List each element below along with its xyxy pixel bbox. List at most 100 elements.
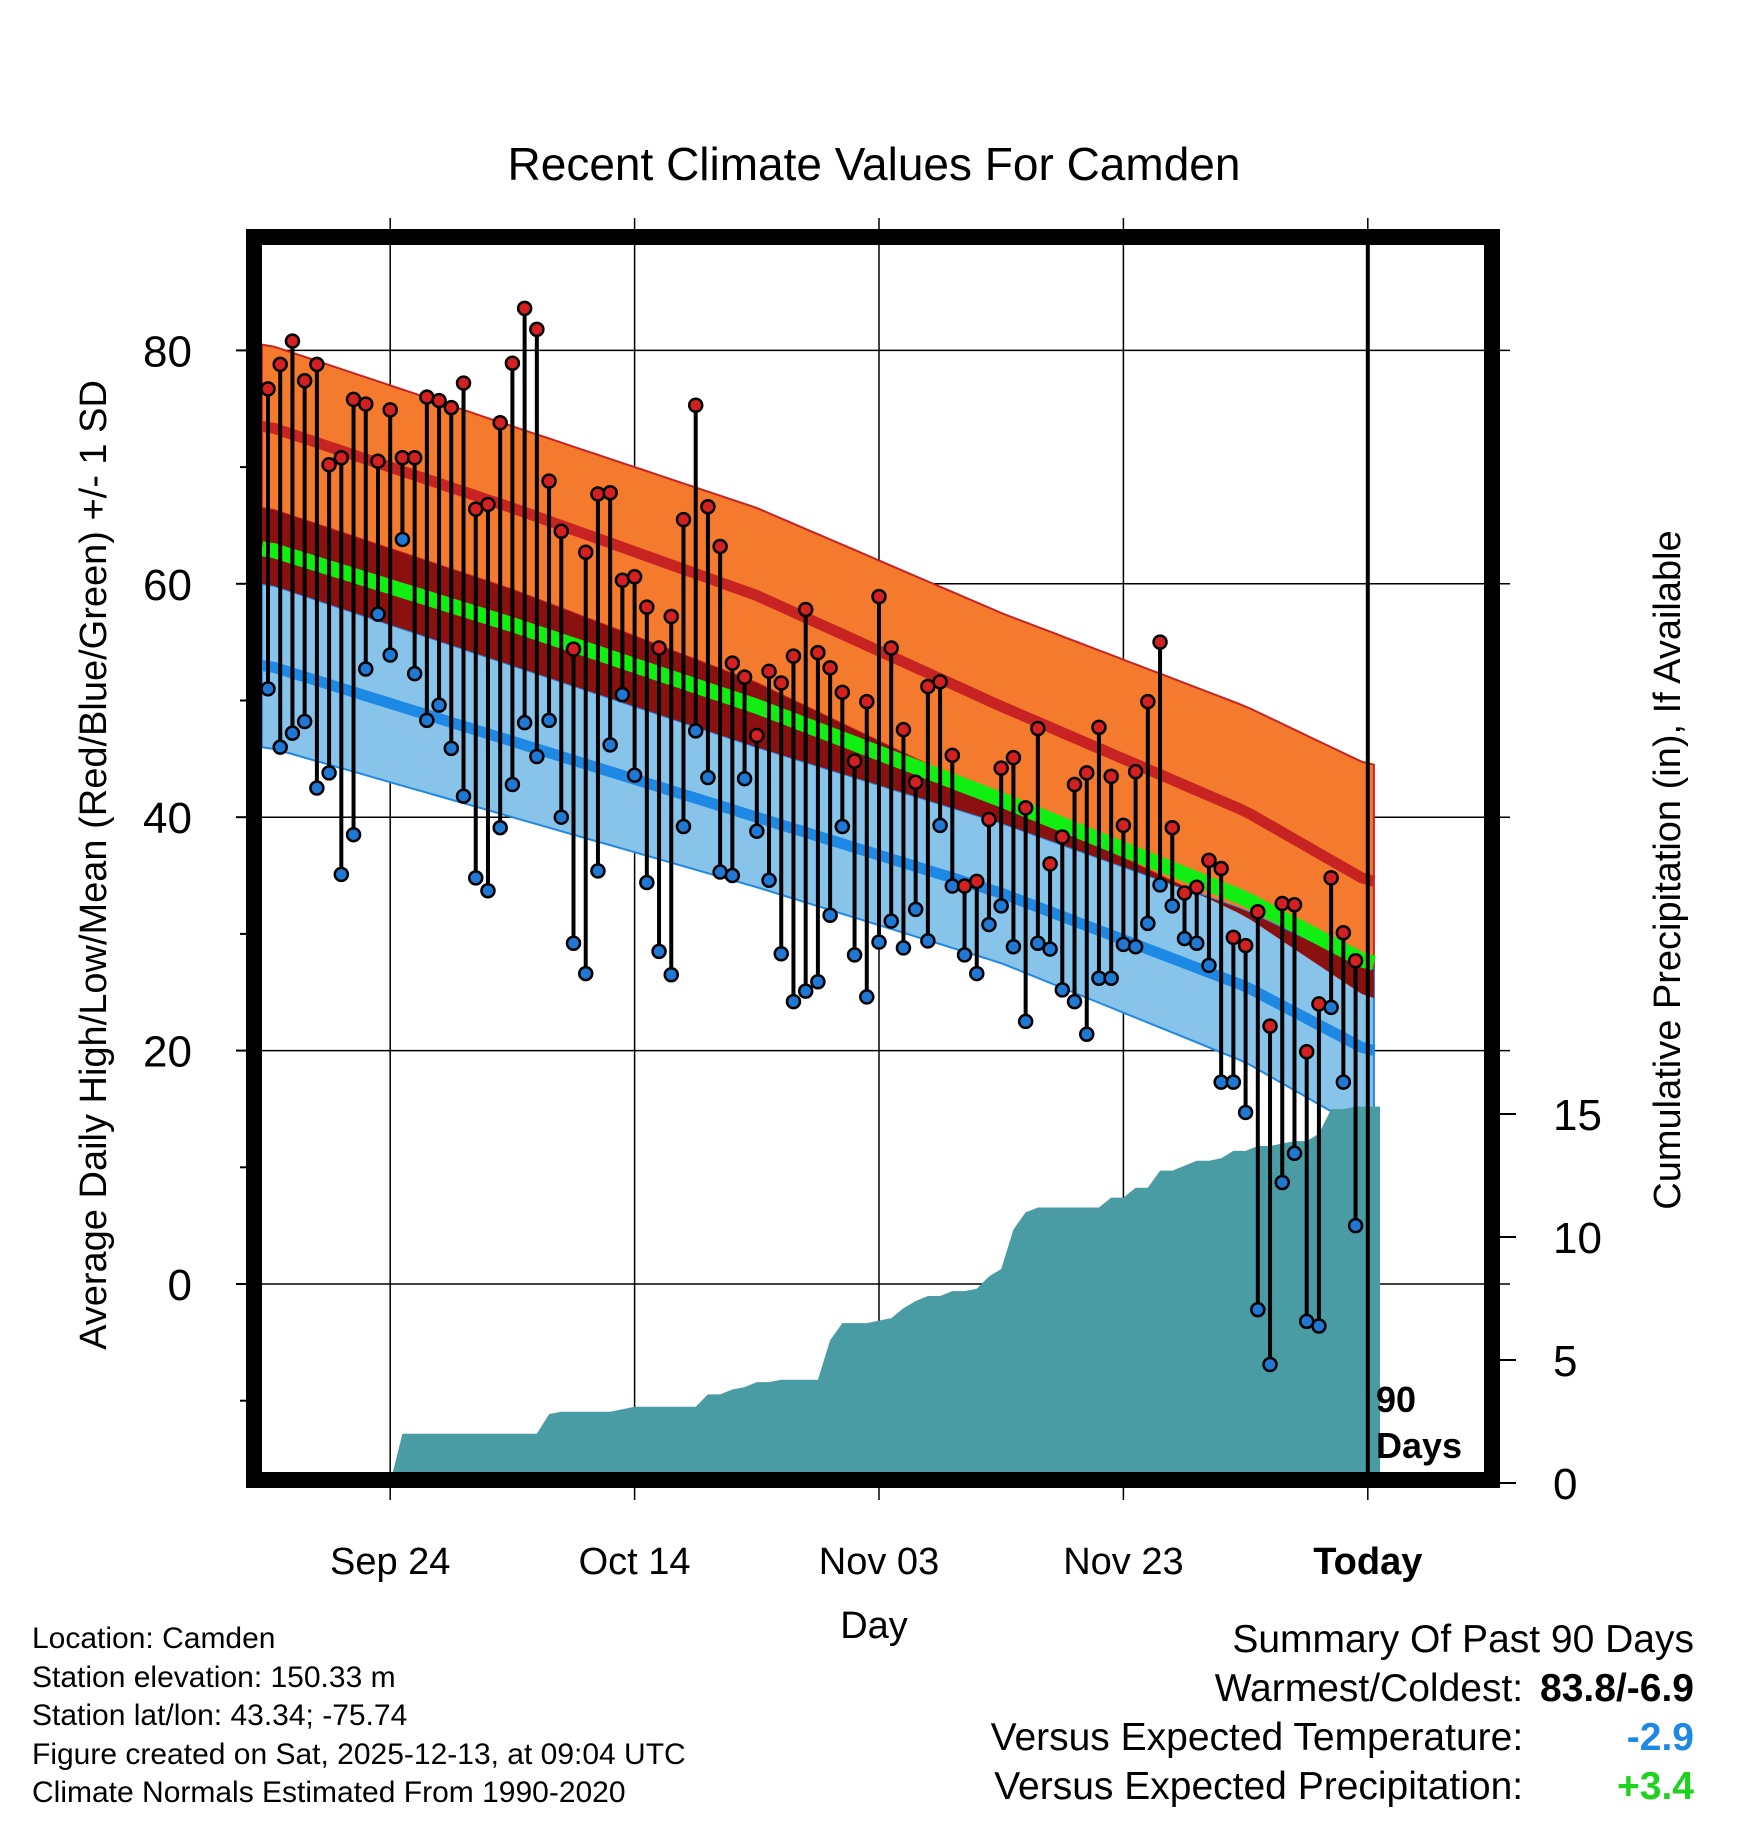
low-point <box>1335 1074 1352 1090</box>
low-point <box>1103 970 1119 986</box>
low-point <box>773 945 789 962</box>
high-point <box>822 660 838 676</box>
high-point <box>1262 1018 1278 1034</box>
high-point <box>1347 952 1364 969</box>
summary-temp-row: Versus Expected Temperature: -2.9 <box>991 1713 1694 1762</box>
temp-value: -2.9 <box>1626 1716 1694 1759</box>
high-point <box>431 392 447 409</box>
high-point <box>1066 776 1083 793</box>
low-point <box>932 817 948 834</box>
summary-warmest-row: Warmest/Coldest: 83.8/-6.9 <box>991 1664 1694 1713</box>
high-point <box>1274 895 1291 912</box>
x-axis-label: Day <box>840 1605 908 1647</box>
low-point <box>1140 915 1156 932</box>
high-point <box>639 599 655 615</box>
high-point <box>443 399 460 416</box>
high-point <box>1213 860 1229 877</box>
latlon-text: Station lat/lon: 43.34; -75.74 <box>32 1699 408 1732</box>
low-point <box>467 870 484 886</box>
low-point <box>284 725 301 741</box>
low-point <box>272 739 288 755</box>
x-tick-label: Oct 14 <box>579 1541 691 1583</box>
low-point <box>541 712 557 729</box>
high-point <box>1176 885 1193 901</box>
high-point <box>1225 929 1242 946</box>
high-point <box>590 486 606 502</box>
low-point <box>419 712 435 729</box>
high-point <box>1042 856 1058 872</box>
high-point <box>296 372 313 389</box>
low-point <box>1164 898 1181 914</box>
high-point <box>1127 763 1144 780</box>
high-point <box>1152 634 1168 650</box>
low-point <box>1274 1174 1291 1191</box>
low-point <box>602 737 618 753</box>
precip-value: +3.4 <box>1617 1765 1694 1808</box>
high-point <box>944 747 961 764</box>
high-point <box>1250 903 1266 920</box>
high-point <box>529 321 545 338</box>
created-text: Figure created on Sat, 2025-12-13, at 09… <box>32 1737 686 1771</box>
high-point <box>370 453 386 470</box>
low-point <box>529 748 545 765</box>
high-point <box>284 333 301 349</box>
high-point <box>871 588 887 605</box>
low-point <box>1017 1013 1034 1030</box>
high-point <box>1078 765 1095 781</box>
high-point <box>1017 800 1034 816</box>
low-point <box>1237 1104 1254 1121</box>
high-point <box>626 569 643 585</box>
low-point <box>1127 938 1144 955</box>
high-point <box>309 356 325 373</box>
chart-title: Recent Climate Values For Camden <box>508 138 1241 190</box>
low-point <box>1152 877 1168 893</box>
low-point <box>1078 1026 1095 1043</box>
high-point <box>1030 720 1046 737</box>
low-point <box>871 934 887 950</box>
high-point <box>553 523 570 540</box>
low-point <box>981 916 997 933</box>
low-point <box>406 665 423 682</box>
high-point <box>504 355 521 371</box>
low-point <box>626 767 643 783</box>
high-point <box>712 538 728 555</box>
high-point <box>785 648 802 664</box>
low-point <box>443 740 460 757</box>
y2-tick-label: 5 <box>1553 1337 1577 1386</box>
low-point <box>797 983 814 999</box>
high-point <box>736 669 753 685</box>
y2-tick-label: 10 <box>1553 1214 1602 1263</box>
low-point <box>333 866 350 883</box>
high-point <box>602 485 618 501</box>
high-point <box>1335 924 1352 941</box>
low-point <box>382 647 398 663</box>
high-point <box>761 663 777 680</box>
low-point <box>675 818 692 835</box>
plot-frame <box>246 229 1500 1488</box>
high-point <box>577 544 594 561</box>
high-point <box>358 396 374 412</box>
low-point <box>1323 999 1339 1016</box>
summary-title: Summary Of Past 90 Days <box>1232 1618 1694 1661</box>
high-point <box>981 811 997 828</box>
precip-area-group <box>392 1106 1381 1472</box>
low-point <box>639 874 655 891</box>
today-days-label: Days <box>1376 1425 1462 1466</box>
high-point <box>1054 829 1071 845</box>
warmest-value: 83.8/-6.9 <box>1540 1667 1694 1710</box>
high-point <box>406 450 423 466</box>
low-point <box>1250 1301 1266 1318</box>
x-tick-label: Nov 23 <box>1063 1541 1183 1583</box>
low-point <box>1286 1145 1303 1162</box>
high-point <box>541 473 557 489</box>
low-point <box>1005 938 1022 955</box>
high-point <box>565 641 582 657</box>
daily-range-bars <box>260 300 1364 1373</box>
high-point <box>382 402 398 418</box>
low-point <box>956 947 973 963</box>
low-point <box>553 809 570 825</box>
low-point <box>1262 1356 1278 1373</box>
low-point <box>480 882 496 899</box>
high-point <box>1188 879 1205 895</box>
low-point <box>724 867 741 884</box>
